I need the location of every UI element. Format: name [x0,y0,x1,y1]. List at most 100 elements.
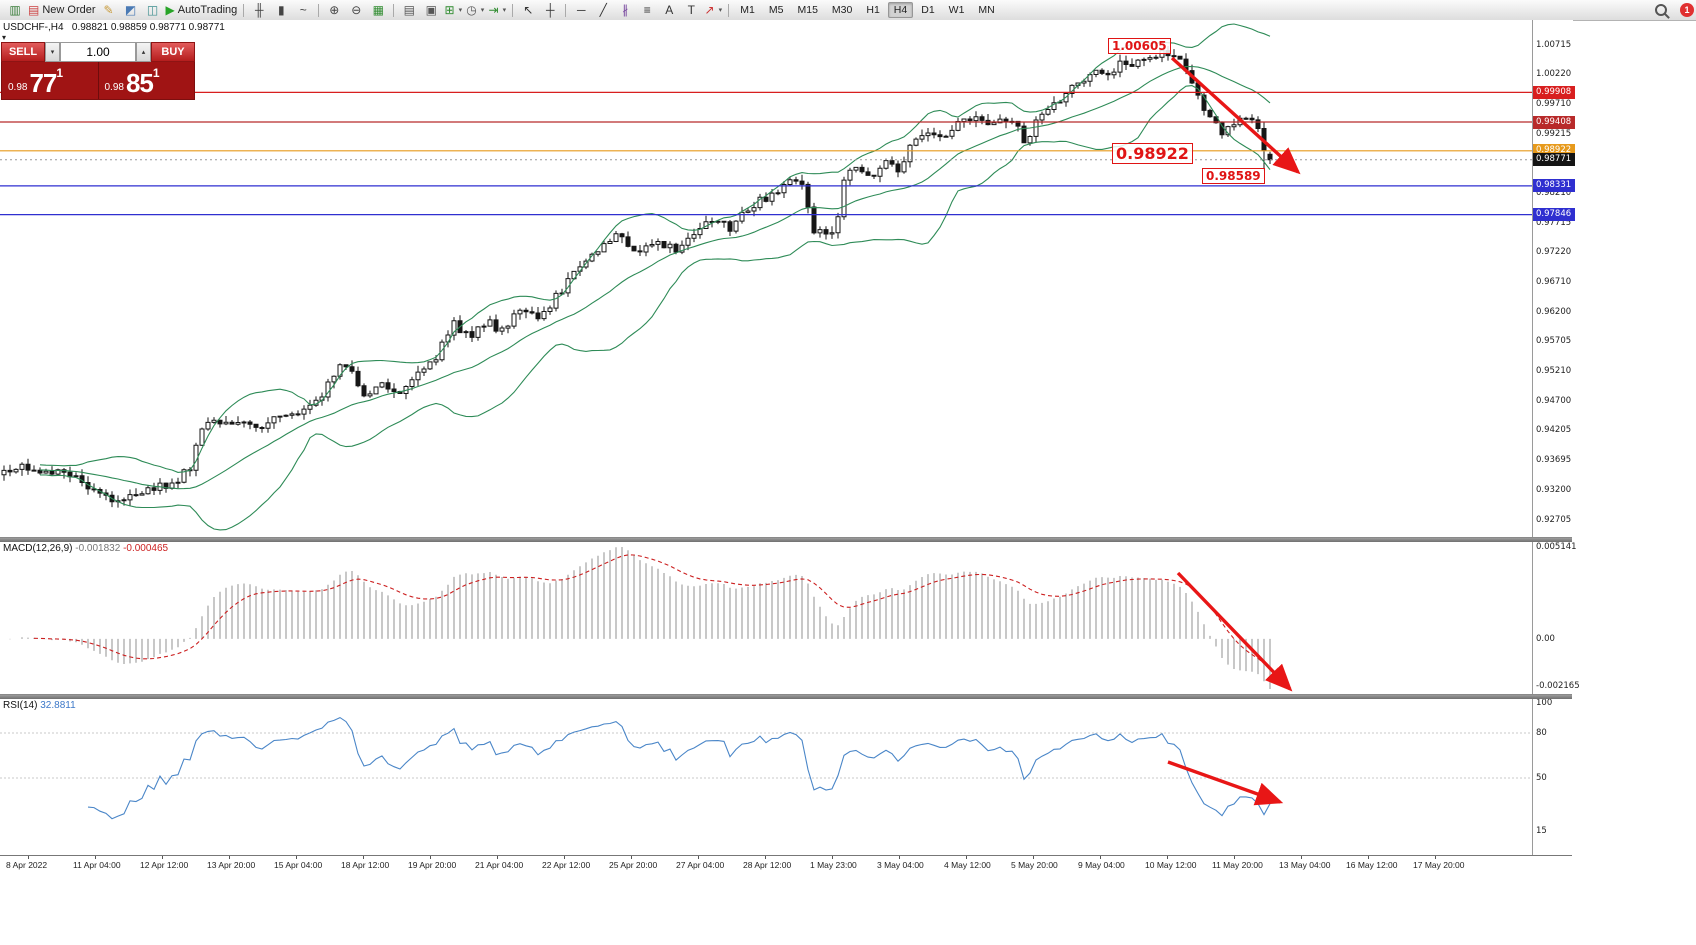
line-chart-mode-icon[interactable]: ~ [292,2,314,19]
arrows-tool-icon-dropdown[interactable]: ▾ [718,7,723,14]
time-axis-label: 11 May 20:00 [1212,860,1263,870]
price-axis-label: 0.96710 [1536,277,1572,287]
cascade-windows-icon[interactable]: ▣ [420,2,442,19]
arrows-tool-icon[interactable]: ↗ ▾ [702,2,724,19]
time-axis-label: 13 May 04:00 [1279,860,1331,870]
time-axis-label: 25 Apr 20:00 [609,860,658,870]
timeframe-button-m1[interactable]: M1 [740,4,755,16]
price-annotation[interactable]: 0.98589 [1202,168,1265,185]
text-tool-icon[interactable]: A [658,2,680,19]
timeframe-button-w1[interactable]: W1 [948,4,965,16]
metaeditor-icon[interactable]: ✎ [98,2,120,19]
period-clock-icon-glyph: ◷ [466,2,477,17]
time-axis-tick [1167,856,1168,859]
cascade-windows-icon-glyph: ▣ [425,2,437,17]
price-axis-label: 0.94700 [1536,395,1572,406]
new-chart-icon[interactable]: ▥ [4,2,26,19]
volume-stepper-button[interactable]: ▴ [136,42,151,62]
macd-signal-line [33,554,1271,669]
rsi-value: 32.8811 [40,700,76,711]
macd-header: MACD(12,26,9) -0.001832 -0.000465 [3,543,168,554]
new-window-icon-dropdown[interactable]: ▾ [458,7,463,14]
main-toolbar: ▥ ▤ New Order ✎ ◩ ◫ ▶ AutoTrading ╫ ▮ ~ ⊕ ⊖ ▦ ▤ ▣ ⊞ ▾ ◷ ▾ ⇥ ▾… [0,0,1696,21]
price-chart-panel[interactable]: USDCHF-,H4 0.98821 0.98859 0.98771 0.987… [0,20,1532,537]
bollinger-upper-band [39,23,1271,473]
horizontal-line-tool-icon-glyph: ─ [577,2,586,17]
trade-price-row: 0.98 77 1 0.98 85 1 [1,62,195,100]
trend-arrow[interactable] [1176,571,1293,692]
buy-button[interactable]: BUY [151,42,195,62]
buy-price-button[interactable]: 0.98 85 1 [99,62,195,99]
timeframe-button-h4[interactable]: H4 [887,2,914,18]
bollinger-lower-band [39,85,1271,531]
time-axis-tick [1100,856,1101,859]
chart-header: USDCHF-,H4 0.98821 0.98859 0.98771 0.987… [3,22,225,33]
price-level-chip: 0.99408 [1533,115,1575,129]
chart-shift-icon-dropdown[interactable]: ▾ [502,7,507,14]
trendline-tool-icon[interactable]: ╱ [592,2,614,19]
new-order-button[interactable]: ▤ New Order [26,2,98,19]
panel-splitter[interactable] [0,537,1572,542]
time-axis-label: 12 Apr 12:00 [140,860,189,870]
chart-shift-icon[interactable]: ⇥ ▾ [486,2,508,19]
tile-windows-icon[interactable]: ▦ [367,2,389,19]
new-window-icon[interactable]: ⊞ ▾ [442,2,464,19]
volume-input[interactable] [60,42,136,62]
ohlc-bars-mode-icon[interactable]: ╫ [248,2,270,19]
text-label-tool-icon[interactable]: T [680,2,702,19]
trend-arrow[interactable] [1170,56,1301,175]
period-clock-icon-dropdown[interactable]: ▾ [480,7,485,14]
search-icon[interactable] [1650,2,1672,19]
timeframe-button-mn[interactable]: MN [978,4,995,16]
one-click-collapse-icon[interactable]: ▾ [2,33,7,42]
metaeditor-icon-glyph: ✎ [103,2,114,17]
fibonacci-tool-icon[interactable]: ≡ [636,2,658,19]
text-tool-icon-glyph: A [665,2,674,17]
notification-badge[interactable]: 1 [1680,3,1694,17]
toolbar-separator [728,3,730,17]
panel-splitter[interactable] [0,694,1572,699]
autotrading-button[interactable]: ▶ AutoTrading [164,2,240,19]
time-axis-label: 16 May 12:00 [1346,860,1398,870]
volume-dropdown-button[interactable]: ▾ [45,42,60,62]
macd-panel[interactable]: MACD(12,26,9) -0.001832 -0.000465 [0,541,1532,694]
timeframe-bar: M1 M5 M15 M30 H1 H4 D1 W1 MN [733,2,1001,18]
timeframe-button-m30[interactable]: M30 [831,4,853,16]
terminal-icon[interactable]: ◫ [142,2,164,19]
candlestick-chart[interactable] [0,20,1532,537]
one-click-trading-widget: SELL ▾ ▴ BUY 0.98 77 1 0.98 85 1 [1,42,195,100]
price-annotation[interactable]: 0.98922 [1112,143,1193,165]
candlestick-mode-icon[interactable]: ▮ [270,2,292,19]
price-axis-label: 0.94205 [1536,425,1572,436]
time-axis-tick [765,856,766,859]
price-axis-label: 0.98210 [1536,187,1572,198]
time-axis-label: 3 May 04:00 [877,860,924,870]
equidistant-channel-tool-icon-glyph: ∦ [622,2,629,17]
rsi-panel[interactable]: RSI(14) 32.8811 [0,698,1532,855]
period-clock-icon[interactable]: ◷ ▾ [464,2,486,19]
trend-arrow[interactable] [1167,760,1284,806]
auto-arrange-icon[interactable]: ▤ [398,2,420,19]
zoom-out-icon[interactable]: ⊖ [345,2,367,19]
time-axis-label: 21 Apr 04:00 [475,860,524,870]
time-axis-label: 8 Apr 2022 [6,860,48,870]
timeframe-button-h1[interactable]: H1 [866,4,880,16]
crosshair-icon[interactable]: ┼ [539,2,561,19]
price-annotation[interactable]: 1.00605 [1108,38,1171,55]
strategy-tester-icon[interactable]: ◩ [120,2,142,19]
horizontal-line-tool-icon[interactable]: ─ [570,2,592,19]
price-axis-label: 0.95705 [1536,336,1572,347]
sell-price-button[interactable]: 0.98 77 1 [2,62,98,99]
time-axis-tick [1368,856,1369,859]
timeframe-button-d1[interactable]: D1 [921,4,935,16]
sell-button[interactable]: SELL [1,42,45,62]
new-order-button-glyph: ▤ [28,2,40,17]
price-axis[interactable]: 1.007151.002200.997100.992150.987050.982… [1532,20,1580,875]
timeframe-button-m15[interactable]: M15 [797,4,818,16]
price-axis-label: 1.00715 [1536,39,1572,50]
cursor-icon[interactable]: ↖ [517,2,539,19]
time-axis[interactable]: 8 Apr 2022 11 Apr 04:00 12 Apr 12:00 13 Apr… [0,855,1572,876]
timeframe-button-m5[interactable]: M5 [768,4,784,16]
equidistant-channel-tool-icon[interactable]: ∦ [614,2,636,19]
zoom-in-icon[interactable]: ⊕ [323,2,345,19]
